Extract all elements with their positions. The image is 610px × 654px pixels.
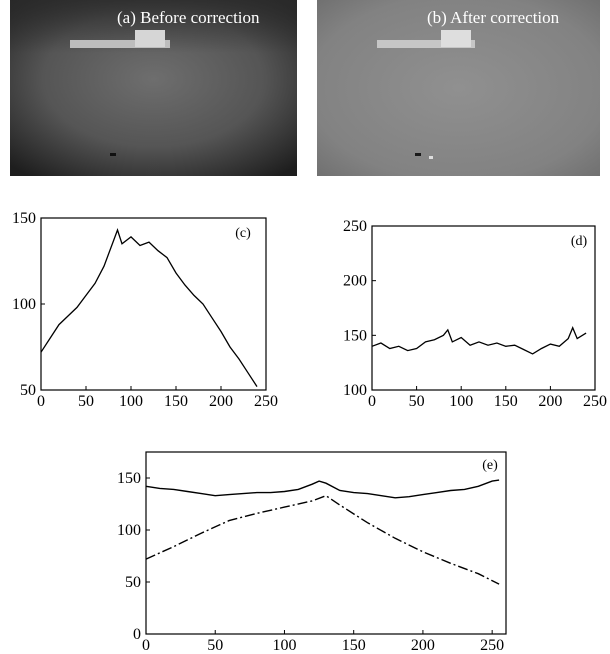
photo-after-image: [317, 0, 600, 176]
chart-d-x-tick-label-1: 50: [409, 393, 425, 410]
chart-d-y-tick-label-1: 150: [343, 327, 367, 344]
chart-c-y-tick-label-0: 50: [20, 382, 36, 399]
chart-e-y-tick-label-3: 150: [117, 470, 141, 487]
chart-e-x-tick-label-2: 100: [272, 637, 296, 654]
chart-c-x-tick-label-2: 100: [119, 393, 143, 410]
chart-d-x-tick-label-3: 150: [494, 393, 518, 410]
photo-before-correction: (a) Before correction: [10, 0, 297, 176]
chart-d-x-tick-label-0: 0: [368, 393, 376, 410]
chart-c-x-tick-label-5: 250: [254, 393, 278, 410]
chart-e-x-tick-label-4: 200: [411, 637, 435, 654]
chart-d-y-tick-label-2: 200: [343, 273, 367, 290]
chart-c-line: [40, 228, 258, 387]
chart-d-y-tick-label-3: 250: [343, 218, 367, 235]
chart-e-x-tick-label-1: 50: [207, 637, 223, 654]
chart-e-x-tick-label-0: 0: [142, 637, 150, 654]
chart-e-frame: [145, 451, 507, 635]
chart-e-panel-label: (e): [482, 458, 498, 473]
chart-c-x-tick-label-1: 50: [78, 393, 94, 410]
chart-e-line-solid: [145, 479, 500, 499]
chart-c-panel-label: (c): [235, 226, 251, 241]
chart-c-x-tick-label-4: 200: [209, 393, 233, 410]
photo-after-correction: (b) After correction: [317, 0, 600, 176]
chart-e-x-tick-label-5: 250: [480, 637, 504, 654]
chart-d-x-tick-label-4: 200: [538, 393, 562, 410]
chart-e-ticks: 0 50 100 150 200 250 0 50 100 150: [117, 470, 504, 654]
chart-e-y-tick-label-2: 100: [117, 522, 141, 539]
chart-e-line-dashdot: [145, 494, 500, 585]
chart-d-line: [371, 325, 587, 355]
photo-before-image: [10, 0, 297, 176]
chart-c-y-tick-label-1: 100: [12, 296, 36, 313]
chart-d-panel-label: (d): [571, 234, 588, 249]
chart-d-x-tick-label-5: 250: [583, 393, 607, 410]
chart-d-frame: [371, 225, 596, 391]
chart-e-y-tick-label-1: 50: [125, 574, 141, 591]
chart-c-x-tick-label-0: 0: [37, 393, 45, 410]
photo-after-label: (b) After correction: [427, 8, 560, 27]
chart-e-y-tick-label-0: 0: [133, 626, 141, 643]
chart-d-y-tick-label-0: 100: [343, 382, 367, 399]
chart-d-ticks: 0 50 100 150 200 250 100 150 200 250: [343, 218, 607, 410]
photo-before-label: (a) Before correction: [117, 8, 260, 27]
chart-d-x-tick-label-2: 100: [449, 393, 473, 410]
chart-c-x-tick-label-3: 150: [164, 393, 188, 410]
chart-c-y-tick-label-2: 150: [12, 210, 36, 227]
chart-e-x-tick-label-3: 150: [342, 637, 366, 654]
chart-c-frame: [40, 217, 267, 391]
